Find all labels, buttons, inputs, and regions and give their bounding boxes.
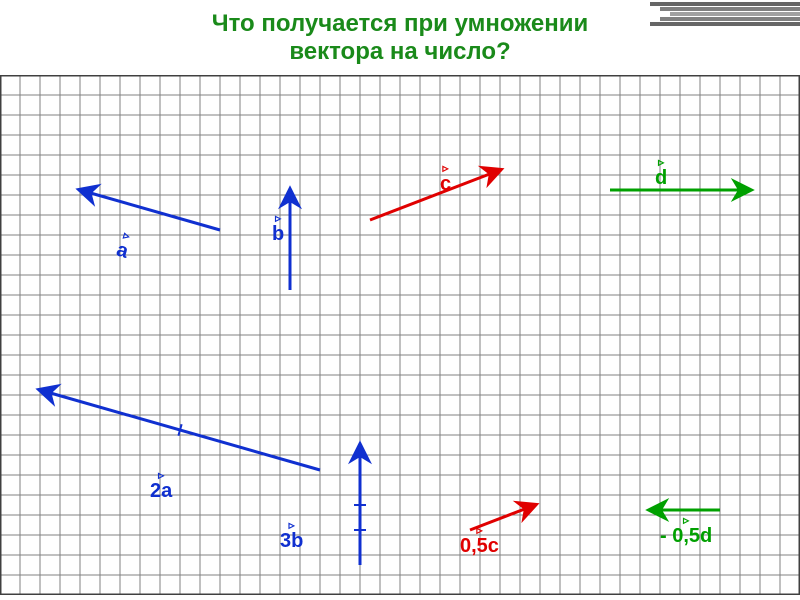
vector-label-d: ▹d [655,157,667,190]
vector-label-text: b [272,223,284,246]
vector-a [80,190,220,230]
vector-arrow-symbol: ▹ [460,525,499,535]
title-line-2: вектора на число? [289,38,510,65]
vector-arrow-symbol: ▹ [272,213,284,223]
page-title: Что получается при умножении вектора на … [212,10,589,66]
vector-arrow-symbol: ▹ [660,515,712,525]
vector-label-text: 2a [150,480,172,503]
vector-label-0.5c: ▹0,5с [460,525,499,558]
vector-label-3b: ▹3b [280,520,303,553]
vector-label-text: 0,5с [460,535,499,558]
grid-container: ▹a▹b▹c▹d▹2a▹3b▹0,5с▹- 0,5d [0,75,800,600]
vector-arrow-symbol: ▹ [655,157,667,167]
vector-label-text: c [440,173,451,196]
vector-arrow-symbol: ▹ [150,470,172,480]
vector-label-2a: ▹2a [150,470,172,503]
deco-bar [650,22,800,26]
vector-arrow-symbol: ▹ [440,163,451,173]
vector-label-text: - 0,5d [660,525,712,548]
deco-bar [660,7,800,11]
vector-label-text: d [655,167,667,190]
deco-bar [660,17,800,21]
vector-arrow-symbol: ▹ [280,520,303,530]
vector-label-neg0.5d: ▹- 0,5d [660,515,712,548]
corner-decoration [650,0,800,26]
deco-bar [670,12,800,16]
vector-label-c: ▹c [440,163,451,196]
title-line-1: Что получается при умножении [212,10,589,37]
vector-label-b: ▹b [272,213,284,246]
deco-bar [650,2,800,6]
vector-label-text: 3b [280,530,303,553]
